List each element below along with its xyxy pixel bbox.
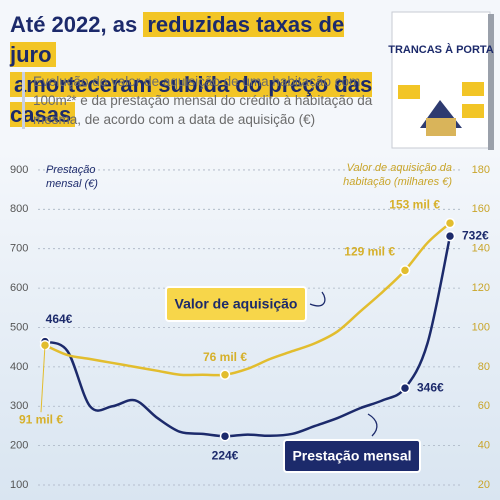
- point: [399, 265, 411, 276]
- book-title: TRANCAS À PORTA: [388, 43, 494, 56]
- book-house: [426, 118, 456, 136]
- label-leader: [40, 345, 46, 413]
- legend-arrow: [309, 291, 326, 307]
- y2-tick-label: 100: [472, 321, 490, 333]
- legend-box: [165, 286, 307, 322]
- y2-tick-label: 60: [478, 400, 490, 412]
- point: [219, 430, 231, 442]
- point: [444, 217, 456, 229]
- title: Até 2022, as reduzidas taxas de juro amor…: [10, 10, 390, 130]
- value-label: 129 mil €: [344, 245, 395, 259]
- y-tick-label: 400: [10, 361, 28, 373]
- axis-title: Valor de aquisição da habitação (milhares…: [343, 162, 452, 188]
- point: [444, 230, 456, 242]
- value-label: 76 mil €: [203, 350, 247, 364]
- book-sticker: [462, 82, 484, 96]
- legend-label: Valor de aquisição: [175, 296, 298, 312]
- legend-arrow: [367, 413, 378, 437]
- book-spine: [488, 14, 494, 150]
- value-label: 732€: [462, 228, 489, 242]
- value-label: 464€: [46, 312, 73, 326]
- subtitle: Evolução do valor de aquisição de uma ha…: [22, 72, 383, 129]
- value-label: 346€: [417, 380, 444, 394]
- y2-tick-label: 160: [472, 203, 490, 215]
- book-sticker: [398, 85, 420, 99]
- legend-box: [283, 439, 421, 473]
- point: [399, 382, 411, 394]
- legend-label: Prestação mensal: [292, 448, 411, 464]
- y-tick-label: 600: [10, 282, 28, 294]
- y-tick-label: 800: [10, 203, 28, 215]
- value-label: 153 mil €: [389, 197, 440, 211]
- book: TRANCAS À PORTA: [388, 11, 494, 150]
- series-line: [44, 235, 452, 438]
- point: [219, 369, 231, 380]
- y2-tick-label: 80: [478, 361, 490, 373]
- title-text: Até 2022, as: [10, 12, 138, 37]
- y-tick-label: 200: [10, 440, 28, 452]
- value-label: 224€: [212, 448, 239, 462]
- axis-title-line: Valor de aquisição da: [347, 162, 452, 174]
- y2-tick-label: 120: [472, 282, 490, 294]
- y2-tick-label: 20: [478, 479, 490, 491]
- axis-title-line: Prestação: [46, 164, 96, 176]
- value-label: 91 mil €: [19, 412, 63, 426]
- y-tick-label: 900: [10, 164, 28, 176]
- y-tick-label: 500: [10, 321, 28, 333]
- y2-tick-label: 40: [478, 440, 490, 452]
- series-line: [44, 222, 451, 377]
- y-tick-label: 300: [10, 400, 28, 412]
- axis-title: Prestação mensal (€): [46, 164, 98, 190]
- book-sticker: [462, 104, 484, 118]
- axis-title-line: mensal (€): [46, 178, 98, 190]
- y2-tick-label: 140: [472, 243, 490, 255]
- y2-tick-label: 180: [472, 164, 490, 176]
- y-tick-label: 100: [10, 479, 28, 491]
- y-tick-label: 700: [10, 243, 28, 255]
- axis-title-line: habitação (milhares €): [343, 176, 452, 188]
